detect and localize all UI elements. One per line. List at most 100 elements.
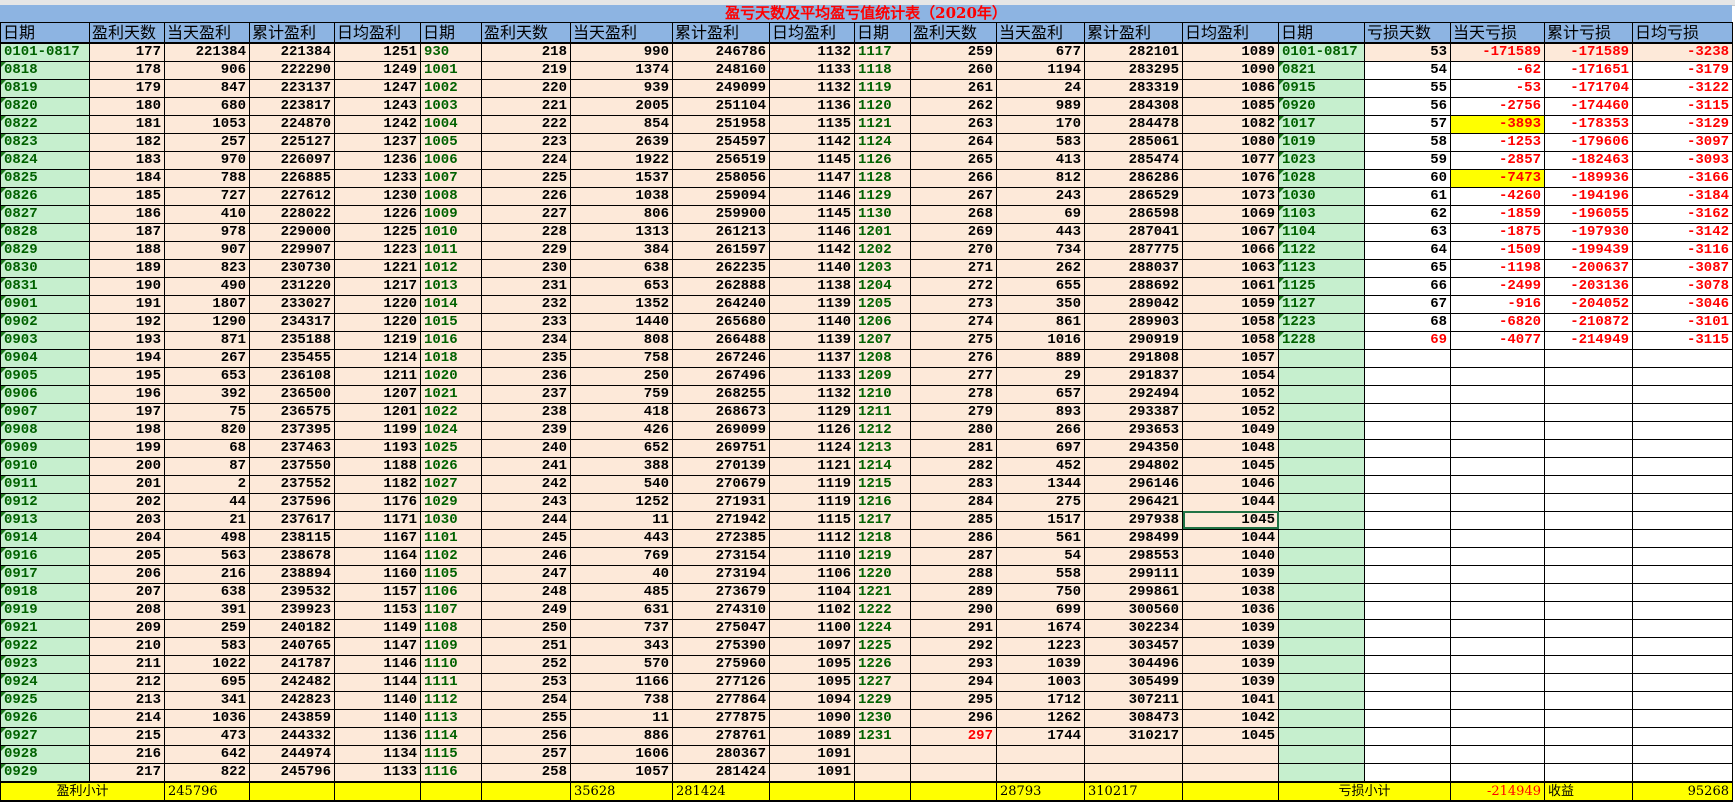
date-cell[interactable]: 1205 <box>854 294 911 314</box>
cell[interactable]: 769 <box>570 546 673 566</box>
date-cell[interactable]: 1111 <box>420 672 482 692</box>
cell[interactable]: 350 <box>996 294 1085 314</box>
cell[interactable]: -199439 <box>1544 240 1633 260</box>
cell[interactable]: 889 <box>996 348 1085 368</box>
cell[interactable]: -53 <box>1450 78 1545 98</box>
cell[interactable] <box>1544 744 1633 764</box>
cell[interactable]: -210872 <box>1544 312 1633 332</box>
cell[interactable]: -171589 <box>1450 42 1545 62</box>
cell[interactable]: 277875 <box>672 708 770 728</box>
cell[interactable]: 262 <box>910 96 997 116</box>
date-cell[interactable] <box>1278 474 1365 494</box>
date-cell[interactable]: 0926 <box>0 708 90 728</box>
cell[interactable] <box>1544 564 1633 584</box>
cell[interactable]: 1147 <box>769 168 855 188</box>
cell[interactable]: 251104 <box>672 96 770 116</box>
cell[interactable]: 21 <box>164 510 250 530</box>
cell[interactable]: 1044 <box>1182 528 1279 548</box>
cell[interactable]: 1045 <box>1182 456 1279 476</box>
cell[interactable]: 249 <box>481 600 571 620</box>
cell[interactable]: 1134 <box>334 744 421 764</box>
cell[interactable]: 191 <box>89 294 165 314</box>
cell[interactable]: 822 <box>164 762 250 782</box>
profit-subtotal-label[interactable]: 盈利小计 <box>0 780 165 802</box>
cell[interactable]: 241787 <box>249 654 335 674</box>
cell[interactable]: 1135 <box>769 114 855 134</box>
cell[interactable]: 237395 <box>249 420 335 440</box>
cell[interactable]: 268255 <box>672 384 770 404</box>
cell[interactable]: 1712 <box>996 690 1085 710</box>
cell[interactable]: 298499 <box>1084 528 1183 548</box>
cell[interactable]: 1077 <box>1182 150 1279 170</box>
cell[interactable]: 1146 <box>769 186 855 206</box>
cell[interactable]: 426 <box>570 420 673 440</box>
cell[interactable] <box>1450 402 1545 422</box>
cell[interactable]: 280367 <box>672 744 770 764</box>
cell[interactable]: 29 <box>996 366 1085 386</box>
cell[interactable]: 275960 <box>672 654 770 674</box>
cell[interactable]: 410 <box>164 204 250 224</box>
cell[interactable]: 229 <box>481 240 571 260</box>
cell[interactable]: 1133 <box>334 762 421 782</box>
date-cell[interactable]: 1113 <box>420 708 482 728</box>
date-cell[interactable]: 0918 <box>0 582 90 602</box>
cell[interactable] <box>1544 636 1633 656</box>
cell[interactable]: 226 <box>481 186 571 206</box>
date-cell[interactable]: 0920 <box>1278 96 1365 116</box>
cell[interactable] <box>1364 384 1451 404</box>
footer-cell[interactable] <box>249 780 335 802</box>
cell[interactable]: 235455 <box>249 348 335 368</box>
cell[interactable]: 1091 <box>769 744 855 764</box>
cell[interactable]: 184 <box>89 168 165 188</box>
cell[interactable]: 238894 <box>249 564 335 584</box>
cell[interactable]: -179606 <box>1544 132 1633 152</box>
cell[interactable] <box>1450 726 1545 746</box>
date-cell[interactable] <box>854 762 911 782</box>
cell[interactable]: 1069 <box>1182 204 1279 224</box>
cell[interactable]: 266 <box>910 168 997 188</box>
cell[interactable]: 1076 <box>1182 168 1279 188</box>
date-cell[interactable]: 1108 <box>420 618 482 638</box>
cell[interactable]: 1290 <box>164 312 250 332</box>
cell[interactable]: 259 <box>164 618 250 638</box>
date-cell[interactable]: 0904 <box>0 348 90 368</box>
cell[interactable]: 222 <box>481 114 571 134</box>
date-cell[interactable]: 1009 <box>420 204 482 224</box>
cell[interactable]: -174460 <box>1544 96 1633 116</box>
cell[interactable]: 1126 <box>769 420 855 440</box>
cell[interactable] <box>1364 618 1451 638</box>
cell[interactable]: 680 <box>164 96 250 116</box>
cell[interactable] <box>996 762 1085 782</box>
cell[interactable]: 1262 <box>996 708 1085 728</box>
cell[interactable]: 237463 <box>249 438 335 458</box>
cell[interactable]: 61 <box>1364 186 1451 206</box>
cell[interactable]: 788 <box>164 168 250 188</box>
cell[interactable]: 1097 <box>769 636 855 656</box>
cell[interactable]: 270139 <box>672 456 770 476</box>
date-cell[interactable]: 1024 <box>420 420 482 440</box>
date-cell[interactable]: 0826 <box>0 186 90 206</box>
cell[interactable]: -2756 <box>1450 96 1545 116</box>
cell[interactable] <box>1544 672 1633 692</box>
date-cell[interactable] <box>1278 438 1365 458</box>
cell[interactable]: 58 <box>1364 132 1451 152</box>
cell[interactable]: 1537 <box>570 168 673 188</box>
cell[interactable]: 638 <box>164 582 250 602</box>
date-cell[interactable]: 1001 <box>420 60 482 80</box>
cell[interactable] <box>1364 456 1451 476</box>
cell[interactable]: 268673 <box>672 402 770 422</box>
date-cell[interactable]: 1112 <box>420 690 482 710</box>
cell[interactable] <box>1364 636 1451 656</box>
date-cell[interactable]: 1026 <box>420 456 482 476</box>
cell[interactable]: -182463 <box>1544 150 1633 170</box>
cell[interactable] <box>1364 582 1451 602</box>
cell[interactable]: 278761 <box>672 726 770 746</box>
cell[interactable]: 1090 <box>769 708 855 728</box>
cell[interactable] <box>1364 654 1451 674</box>
date-cell[interactable]: 1224 <box>854 618 911 638</box>
cell[interactable] <box>1450 474 1545 494</box>
cell[interactable]: 236575 <box>249 402 335 422</box>
cell[interactable]: 202 <box>89 492 165 512</box>
date-cell[interactable]: 1208 <box>854 348 911 368</box>
date-cell[interactable]: 1027 <box>420 474 482 494</box>
